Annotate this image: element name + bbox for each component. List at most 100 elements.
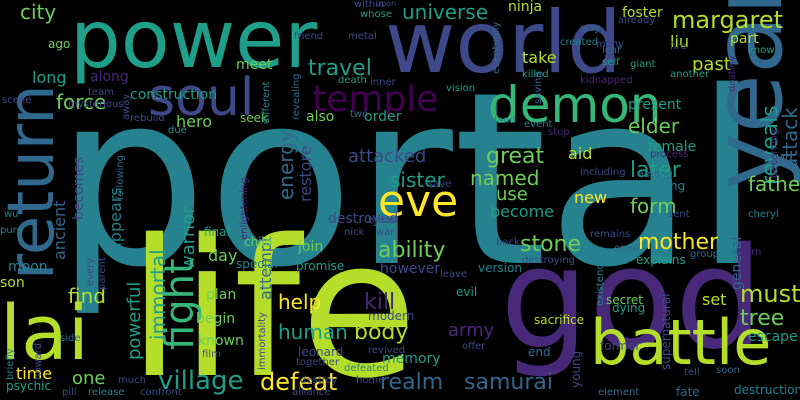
word-known: known <box>198 333 244 349</box>
word-spirit: spirit <box>220 179 239 220</box>
word-upon: upon <box>376 0 397 8</box>
word-within: within <box>354 0 385 10</box>
word-eve: eve <box>378 176 459 227</box>
word-film: film <box>202 349 221 360</box>
word-explains: explains <box>636 253 686 267</box>
word-becoming: becoming <box>769 128 780 178</box>
word-home: home <box>356 375 385 386</box>
word-defeated: defeated <box>344 363 389 374</box>
word-fate: fate <box>676 385 700 399</box>
word-remains: remains <box>590 229 631 240</box>
word-open: open <box>614 243 639 254</box>
word-two: two <box>350 109 369 120</box>
word-foster: foster <box>622 5 663 21</box>
word-self: self <box>602 57 620 68</box>
word-howard: howard <box>33 342 44 380</box>
word-one: one <box>72 368 106 389</box>
word-destruction: destruction <box>734 383 800 397</box>
word-lai: lai <box>0 288 89 377</box>
word-including: including <box>580 167 626 178</box>
word-battle: battle <box>590 306 772 379</box>
word-named: named <box>470 166 540 190</box>
word-later: later <box>630 158 681 183</box>
word-meet: meet <box>236 57 273 73</box>
word-another: another <box>670 69 710 80</box>
word-portal: portal <box>55 40 761 320</box>
word-whose: whose <box>360 9 392 20</box>
word-ancient: ancient <box>50 200 69 260</box>
word-new: new <box>574 188 608 207</box>
word-memory: memory <box>382 351 441 367</box>
word-way: way <box>580 23 601 34</box>
word-begin: begin <box>196 311 236 327</box>
word-offer: offer <box>462 341 486 352</box>
word-universe: universe <box>402 0 488 24</box>
word-ability: ability <box>378 238 446 263</box>
word-use: use <box>496 184 528 205</box>
word-realm: realm <box>380 370 444 395</box>
word-travel: travel <box>308 56 372 81</box>
word-city: city <box>20 0 57 24</box>
word-become: become <box>490 202 555 221</box>
word-tree: tree <box>740 306 785 331</box>
word-father: father <box>748 172 800 196</box>
word-know: know <box>748 45 775 56</box>
word-element: element <box>598 387 640 398</box>
word-energy: energy <box>274 130 298 200</box>
word-life: life <box>128 199 418 400</box>
word-hero: hero <box>176 112 212 131</box>
word-death: death <box>338 75 367 86</box>
word-sacrifice: sacrifice <box>534 313 585 327</box>
word-back: back <box>496 237 520 248</box>
word-ago: ago <box>48 37 71 51</box>
word-many: many <box>596 39 625 50</box>
word-part: part <box>730 31 759 47</box>
word-destroy: destroy <box>300 375 338 386</box>
word-soul: soul <box>148 68 255 128</box>
word-immortality: immortality <box>257 312 268 370</box>
word-nick: nick <box>344 227 365 238</box>
word-demon: demon <box>488 76 662 134</box>
word-cheryl: cheryl <box>748 209 779 220</box>
word-rescue: rescue <box>588 253 628 267</box>
word-along: along <box>90 69 129 85</box>
word-moon: moon <box>8 259 48 275</box>
word-eventually: eventually <box>491 21 502 74</box>
word-escape: escape <box>748 329 798 345</box>
word-promise: promise <box>296 259 345 273</box>
word-day: day <box>208 246 238 265</box>
word-child: child <box>244 235 273 249</box>
word-due: due <box>168 125 187 136</box>
word-following: following <box>115 155 126 200</box>
word-event: event <box>524 119 553 130</box>
word-set: set <box>702 290 727 309</box>
word-existence: existence <box>595 258 606 306</box>
word-great: great <box>486 144 545 169</box>
word-every: every <box>85 257 96 286</box>
word-supernatural: supernatural <box>659 293 673 370</box>
word-final: final <box>204 225 230 239</box>
word-liu: liu <box>670 32 690 51</box>
word-join: join <box>298 239 324 255</box>
word-created: created <box>560 37 599 48</box>
word-temple: temple <box>312 79 439 120</box>
word-learn: learn <box>736 247 762 258</box>
word-son: son <box>0 275 25 291</box>
word-plan: plan <box>206 287 237 303</box>
word-general: general <box>729 236 745 290</box>
word-force: force <box>56 90 107 114</box>
word-immortal: immortal <box>146 249 170 340</box>
word-present: present <box>628 97 682 113</box>
word-break: break <box>368 215 397 226</box>
word-elder: elder <box>628 114 680 138</box>
word-pure: pure <box>0 225 23 236</box>
word-leonard: leonard <box>298 345 344 359</box>
word-evil: evil <box>456 285 478 299</box>
word-end: end <box>528 345 551 359</box>
word-group: group <box>690 249 720 260</box>
word-dying: dying <box>612 301 646 315</box>
word-seek: seek <box>240 111 268 125</box>
word-stop: stop <box>548 127 570 138</box>
word-wu: wu <box>4 209 19 220</box>
